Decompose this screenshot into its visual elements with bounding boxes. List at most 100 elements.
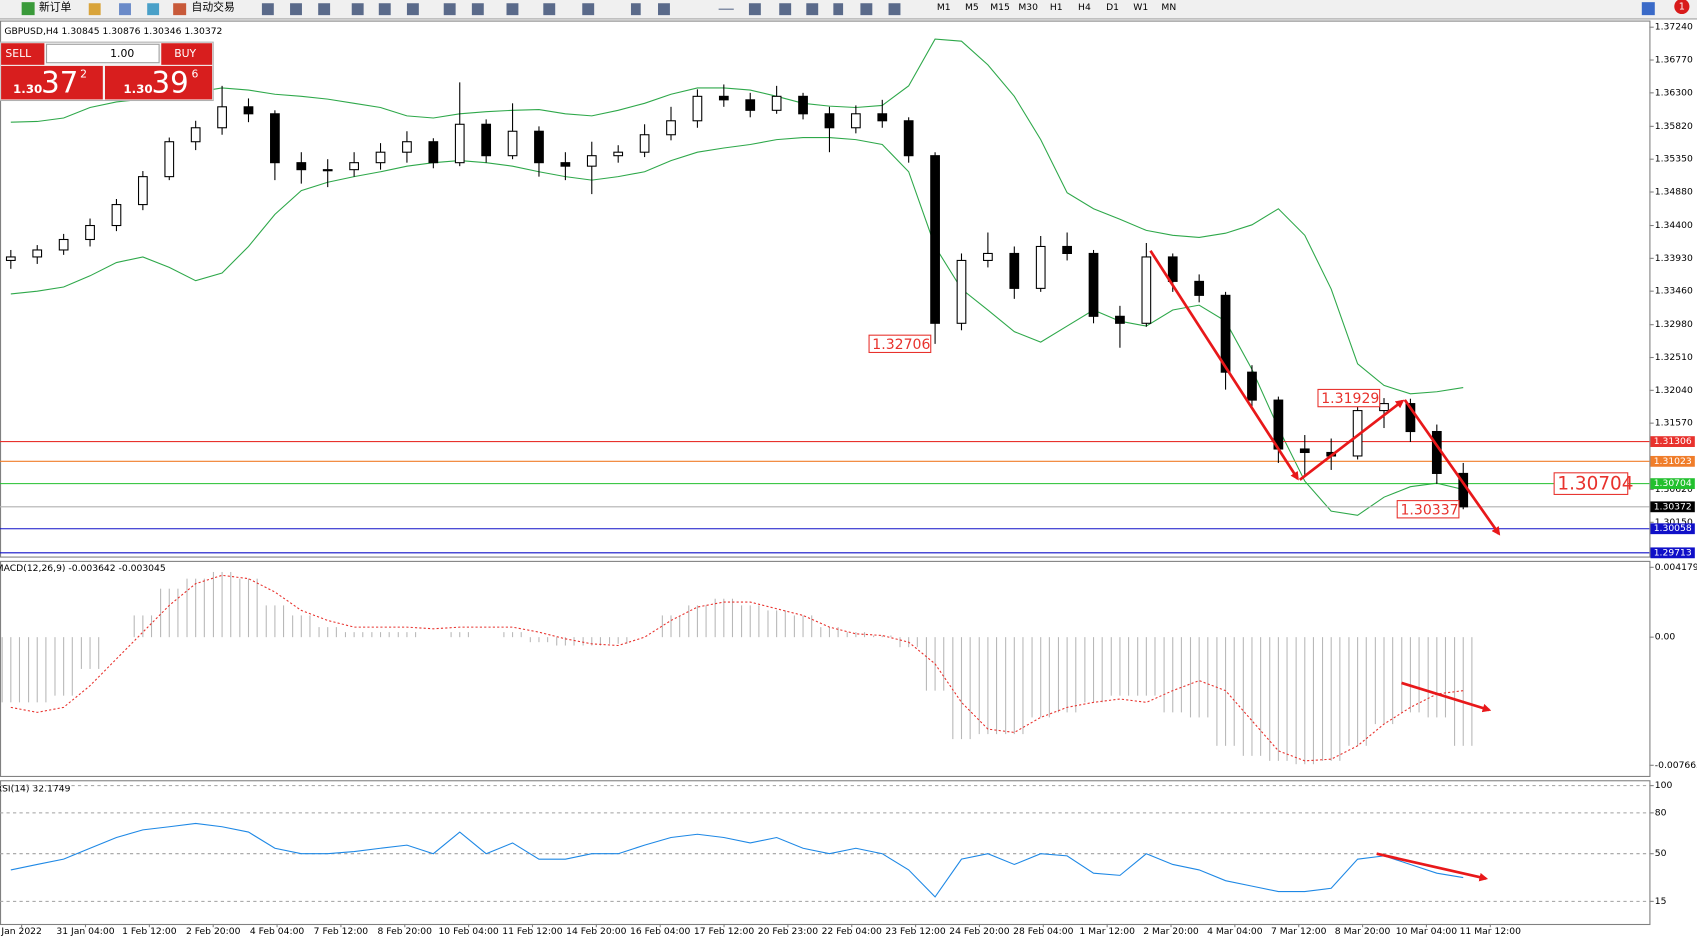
- candle-body: [85, 224, 95, 241]
- timeframe-button[interactable]: M30: [1018, 2, 1038, 13]
- candle-body: [692, 95, 703, 122]
- auto-trading-icon[interactable]: [173, 3, 187, 16]
- price-level-tag: [1650, 455, 1695, 467]
- arrow: [1298, 399, 1405, 481]
- notification-badge[interactable]: [1674, 0, 1690, 15]
- bollinger-band: [10, 136, 1464, 516]
- y-tick-label: 1.32040: [1655, 385, 1693, 396]
- buy-label[interactable]: BUY: [174, 47, 196, 60]
- sell-button[interactable]: [1, 43, 45, 65]
- y-tick-label: 1.32510: [1655, 352, 1693, 363]
- arrows[interactable]: [888, 3, 901, 16]
- rsi-title: RSI(14) 32.1749: [0, 783, 71, 794]
- zoom-out[interactable]: [378, 3, 391, 16]
- fibo[interactable]: [806, 3, 819, 16]
- candle-body: [5, 256, 16, 261]
- tool-icon[interactable]: [471, 3, 484, 16]
- x-tick-label: 4 Mar 04:00: [1207, 926, 1263, 937]
- x-tick-label: 7 Mar 12:00: [1271, 926, 1327, 937]
- y-tick-label: 1.35820: [1655, 121, 1693, 132]
- sell-price-box[interactable]: [1, 65, 103, 100]
- toolbar-icon[interactable]: [88, 3, 101, 16]
- templates[interactable]: [582, 3, 595, 16]
- cursor[interactable]: [630, 3, 641, 16]
- annotation: 1.32706: [872, 337, 930, 353]
- tool-icon[interactable]: [318, 3, 331, 16]
- channel[interactable]: [779, 3, 792, 16]
- x-tick-label: 17 Feb 12:00: [694, 926, 754, 937]
- label-tool[interactable]: [860, 3, 873, 16]
- timeframe-button[interactable]: M1: [937, 2, 951, 13]
- buy-button[interactable]: [161, 43, 213, 65]
- timeframe-button[interactable]: MN: [1161, 2, 1176, 13]
- timeframe-button[interactable]: M15: [990, 2, 1010, 13]
- candle-body: [375, 151, 386, 164]
- candle-body: [243, 106, 254, 115]
- candle-body: [481, 123, 492, 157]
- indicators[interactable]: [506, 3, 519, 16]
- y-tick-label: 1.36770: [1655, 55, 1693, 66]
- price-level-tag: [1650, 547, 1695, 559]
- hline[interactable]: [718, 8, 734, 10]
- macd-panel: [0, 560, 1651, 777]
- tool-icon[interactable]: [261, 3, 274, 16]
- candle-body: [1062, 245, 1072, 254]
- annotation-box: [868, 334, 932, 354]
- candle-body: [349, 162, 359, 171]
- price-level-label: 1.31023: [1654, 456, 1692, 467]
- x-tick-label: 20 Feb 23:00: [758, 926, 818, 937]
- new-order-button[interactable]: 新订单: [39, 0, 72, 14]
- candle-body: [164, 141, 175, 178]
- volume-field[interactable]: [45, 43, 160, 64]
- candle-body: [1247, 371, 1257, 401]
- arrow: [1401, 681, 1492, 713]
- timeframe-button[interactable]: W1: [1133, 2, 1148, 13]
- x-tick-label: 7 Feb 12:00: [314, 926, 369, 937]
- sell-label[interactable]: SELL: [5, 47, 31, 60]
- y-tick-label: -0.007665: [1655, 760, 1697, 771]
- crosshair[interactable]: [658, 3, 670, 16]
- timeframe-button[interactable]: H1: [1050, 2, 1063, 13]
- timeframes: M1 M5 M15 M30 H1 H4 D1 W1 MN: [937, 2, 1176, 13]
- timeframe-button[interactable]: D1: [1106, 2, 1119, 13]
- candle-body: [217, 106, 227, 129]
- price-callout: 1.30704: [1557, 474, 1633, 495]
- timeframe-button[interactable]: H4: [1078, 2, 1091, 13]
- bollinger-band: [10, 38, 1464, 395]
- zoom-in[interactable]: [351, 3, 364, 16]
- trendline[interactable]: [748, 3, 761, 16]
- x-tick-label: 10 Feb 04:00: [438, 926, 498, 937]
- y-tick-label: 1.34400: [1655, 220, 1693, 231]
- toolbar-icon[interactable]: [147, 3, 160, 16]
- candle-body: [1431, 430, 1442, 474]
- periods[interactable]: [543, 3, 556, 16]
- x-tick-label: Jan 2022: [0, 926, 41, 937]
- x-tick-label: 2 Mar 20:00: [1143, 926, 1199, 937]
- chart-header: GBPUSD,H4 1.30845 1.30876 1.30346 1.3037…: [4, 26, 222, 37]
- buy-price-big: 1.30: [123, 82, 152, 96]
- price-level-label: 1.30058: [1654, 523, 1692, 534]
- volume[interactable]: 1.00: [110, 47, 134, 60]
- candle-body: [1009, 252, 1020, 289]
- toolbar-icon[interactable]: [119, 3, 131, 16]
- price-level-tag: [1650, 523, 1695, 535]
- tool-icon[interactable]: [443, 3, 456, 16]
- rsi-line: [10, 822, 1464, 898]
- candle-body: [718, 95, 729, 101]
- auto-trading-button[interactable]: 自动交易: [192, 0, 235, 14]
- y-tick-label: 1.33460: [1655, 286, 1693, 297]
- tool-icon[interactable]: [290, 3, 302, 16]
- y-tick-label: 50: [1655, 848, 1667, 859]
- timeframe-button[interactable]: M5: [965, 2, 979, 13]
- candle-body: [850, 113, 861, 129]
- text-tool[interactable]: [833, 3, 844, 16]
- candle-body: [534, 130, 544, 164]
- buy-price-pip: 6: [192, 68, 199, 81]
- search[interactable]: [1641, 2, 1655, 16]
- tile[interactable]: [406, 3, 419, 16]
- sell-price-pip: 2: [80, 68, 87, 81]
- buy-price-box[interactable]: [104, 65, 213, 100]
- candle-body: [666, 120, 676, 136]
- new-order-icon[interactable]: [21, 2, 35, 16]
